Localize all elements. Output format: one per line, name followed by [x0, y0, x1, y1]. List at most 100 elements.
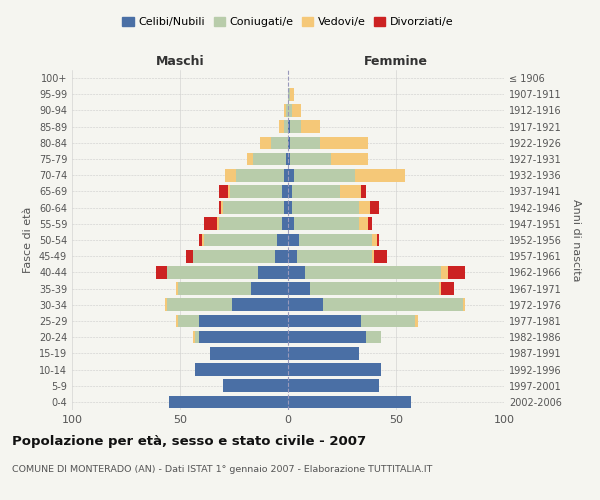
Bar [359, 202, 370, 214]
Bar [223, 202, 284, 214]
Bar [178, 282, 251, 295]
Bar [442, 282, 454, 295]
Text: Femmine: Femmine [364, 54, 428, 68]
Bar [288, 331, 366, 344]
Bar [288, 152, 290, 166]
Bar [305, 266, 442, 278]
Bar [288, 169, 295, 181]
Bar [232, 298, 288, 311]
Bar [295, 169, 355, 181]
Bar [323, 298, 463, 311]
Bar [288, 202, 292, 214]
Bar [286, 152, 288, 166]
Bar [368, 218, 372, 230]
Bar [275, 250, 288, 262]
Text: Maschi: Maschi [155, 54, 205, 68]
Bar [296, 250, 372, 262]
Bar [227, 185, 230, 198]
Bar [204, 234, 277, 246]
Bar [236, 169, 284, 181]
Bar [284, 104, 286, 117]
Bar [288, 380, 379, 392]
Bar [219, 202, 221, 214]
Y-axis label: Anni di nascita: Anni di nascita [571, 198, 581, 281]
Bar [288, 347, 359, 360]
Bar [299, 234, 372, 246]
Bar [193, 250, 275, 262]
Bar [204, 218, 217, 230]
Bar [415, 314, 418, 328]
Bar [284, 202, 288, 214]
Bar [247, 152, 253, 166]
Bar [288, 314, 361, 328]
Bar [288, 396, 411, 408]
Bar [193, 331, 195, 344]
Bar [260, 136, 271, 149]
Bar [288, 120, 290, 133]
Bar [292, 185, 340, 198]
Bar [374, 250, 388, 262]
Bar [310, 282, 439, 295]
Bar [439, 282, 442, 295]
Bar [288, 250, 296, 262]
Bar [290, 88, 295, 101]
Bar [176, 282, 178, 295]
Bar [288, 185, 292, 198]
Bar [355, 169, 404, 181]
Bar [463, 298, 465, 311]
Bar [340, 185, 361, 198]
Bar [288, 136, 290, 149]
Bar [199, 314, 288, 328]
Bar [288, 266, 305, 278]
Bar [251, 282, 288, 295]
Bar [202, 234, 204, 246]
Bar [281, 185, 288, 198]
Bar [195, 363, 288, 376]
Y-axis label: Fasce di età: Fasce di età [23, 207, 33, 273]
Bar [169, 396, 288, 408]
Bar [195, 331, 199, 344]
Bar [301, 120, 320, 133]
Bar [288, 282, 310, 295]
Bar [292, 104, 301, 117]
Bar [280, 120, 284, 133]
Bar [366, 331, 381, 344]
Bar [442, 266, 448, 278]
Bar [199, 331, 288, 344]
Bar [284, 120, 288, 133]
Text: Popolazione per età, sesso e stato civile - 2007: Popolazione per età, sesso e stato civil… [12, 435, 366, 448]
Bar [210, 347, 288, 360]
Bar [361, 185, 366, 198]
Bar [295, 218, 359, 230]
Bar [156, 266, 167, 278]
Bar [167, 266, 258, 278]
Text: COMUNE DI MONTERADO (AN) - Dati ISTAT 1° gennaio 2007 - Elaborazione TUTTITALIA.: COMUNE DI MONTERADO (AN) - Dati ISTAT 1°… [12, 465, 433, 474]
Bar [448, 266, 465, 278]
Bar [288, 234, 299, 246]
Bar [288, 104, 292, 117]
Bar [277, 234, 288, 246]
Bar [320, 136, 368, 149]
Bar [230, 185, 281, 198]
Bar [290, 152, 331, 166]
Bar [217, 218, 219, 230]
Bar [372, 234, 377, 246]
Bar [199, 234, 202, 246]
Bar [372, 250, 374, 262]
Bar [359, 218, 368, 230]
Bar [288, 218, 295, 230]
Bar [253, 152, 286, 166]
Bar [219, 185, 227, 198]
Bar [176, 314, 178, 328]
Bar [187, 250, 193, 262]
Bar [223, 380, 288, 392]
Bar [284, 169, 288, 181]
Bar [331, 152, 368, 166]
Bar [288, 363, 381, 376]
Bar [370, 202, 379, 214]
Bar [286, 104, 288, 117]
Bar [290, 136, 320, 149]
Bar [361, 314, 415, 328]
Bar [290, 120, 301, 133]
Bar [221, 202, 223, 214]
